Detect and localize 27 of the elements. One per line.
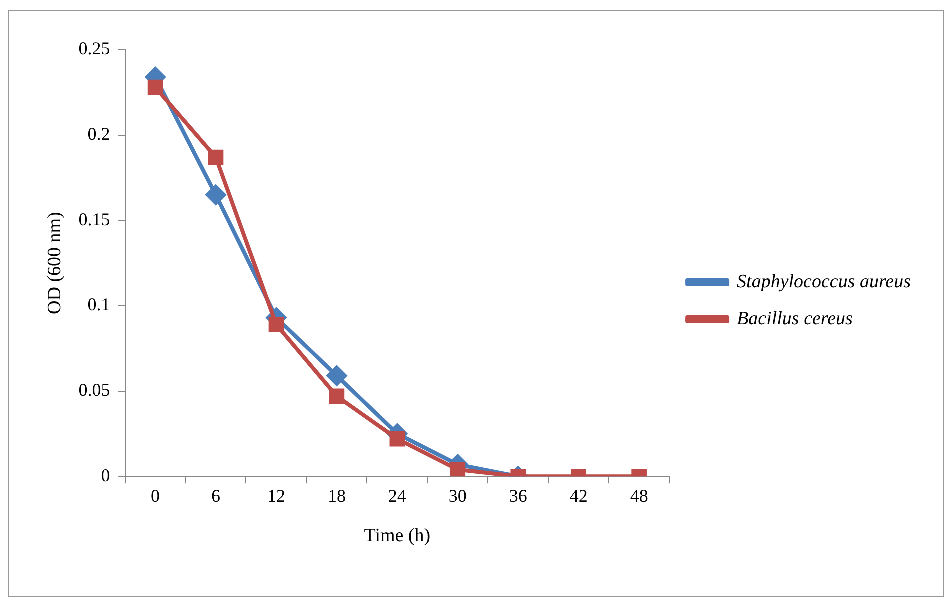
point [268,317,284,332]
y-tick-label: 0.1 [88,294,110,315]
legend-label: Staphylococcus aureus [737,272,912,292]
point [148,80,164,96]
legend-label: Bacillus cereus [737,308,853,330]
y-axis-title: OD (600 nm) [44,212,66,314]
y-tick-label: 0.05 [78,380,110,400]
point [450,462,466,477]
point [326,366,347,386]
y-tick-label: 0.25 [78,38,110,59]
x-tick-label: 24 [388,486,406,506]
y-tick-label: 0.2 [88,124,110,144]
x-tick-label: 12 [267,486,286,506]
y-tick-label: 0 [101,465,110,486]
x-tick-label: 48 [630,486,648,506]
point [206,185,226,206]
x-tick-label: 0 [151,486,160,506]
x-axis-title: Time (h) [364,526,431,547]
x-tick-label: 6 [212,486,221,506]
y-tick-label: 0.15 [78,209,110,230]
x-tick-label: 42 [570,486,588,506]
point [208,150,224,166]
x-tick-label: 18 [328,486,346,506]
x-tick-label: 36 [509,486,528,506]
point [390,431,406,447]
point [329,388,345,404]
x-tick-label: 30 [448,486,467,506]
